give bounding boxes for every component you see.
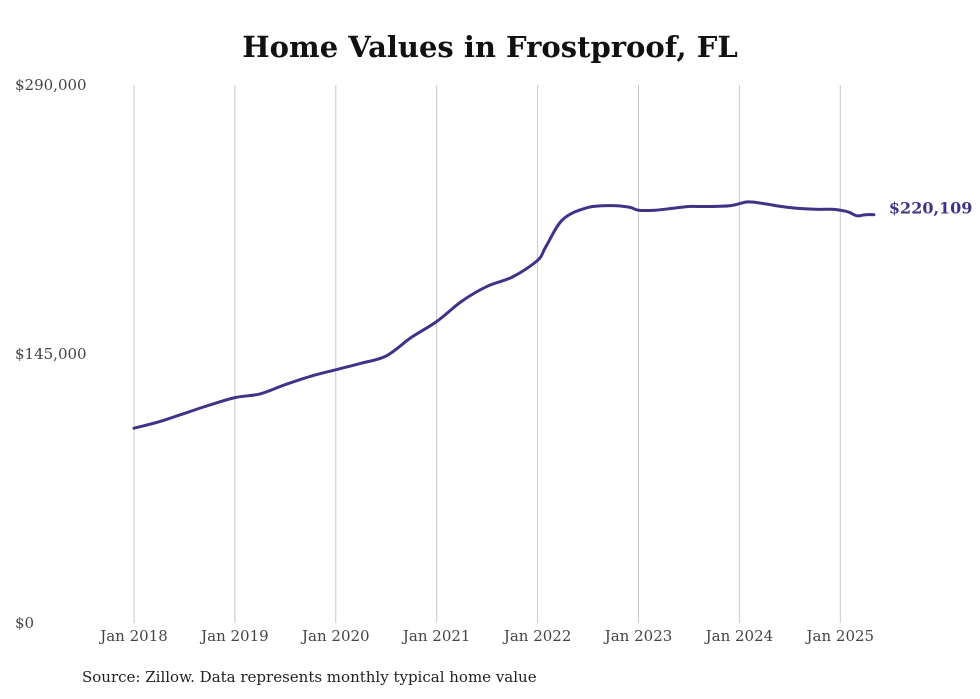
grid-lines: [133, 85, 841, 623]
y-axis: $0 $145,000 $290,000: [15, 76, 87, 632]
y-tick-label: $145,000: [15, 345, 87, 363]
x-tick-label: Jan 2022: [502, 627, 572, 645]
chart-title: Home Values in Frostproof, FL: [242, 30, 738, 64]
series-line-home-value: [132, 200, 876, 430]
source-note: Source: Zillow. Data represents monthly …: [82, 668, 537, 686]
x-tick-label: Jan 2023: [603, 627, 673, 645]
y-tick-label: $290,000: [15, 76, 87, 94]
end-value-label: $220,109: [889, 199, 973, 218]
x-tick-label: Jan 2018: [98, 627, 168, 645]
x-tick-label: Jan 2025: [805, 627, 875, 645]
y-tick-label: $0: [15, 614, 34, 632]
x-tick-label: Jan 2020: [300, 627, 370, 645]
x-tick-label: Jan 2019: [199, 627, 269, 645]
x-tick-label: Jan 2024: [704, 627, 774, 645]
x-axis: Jan 2018 Jan 2019 Jan 2020 Jan 2021 Jan 2022…: [98, 627, 874, 645]
x-tick-label: Jan 2021: [401, 627, 471, 645]
